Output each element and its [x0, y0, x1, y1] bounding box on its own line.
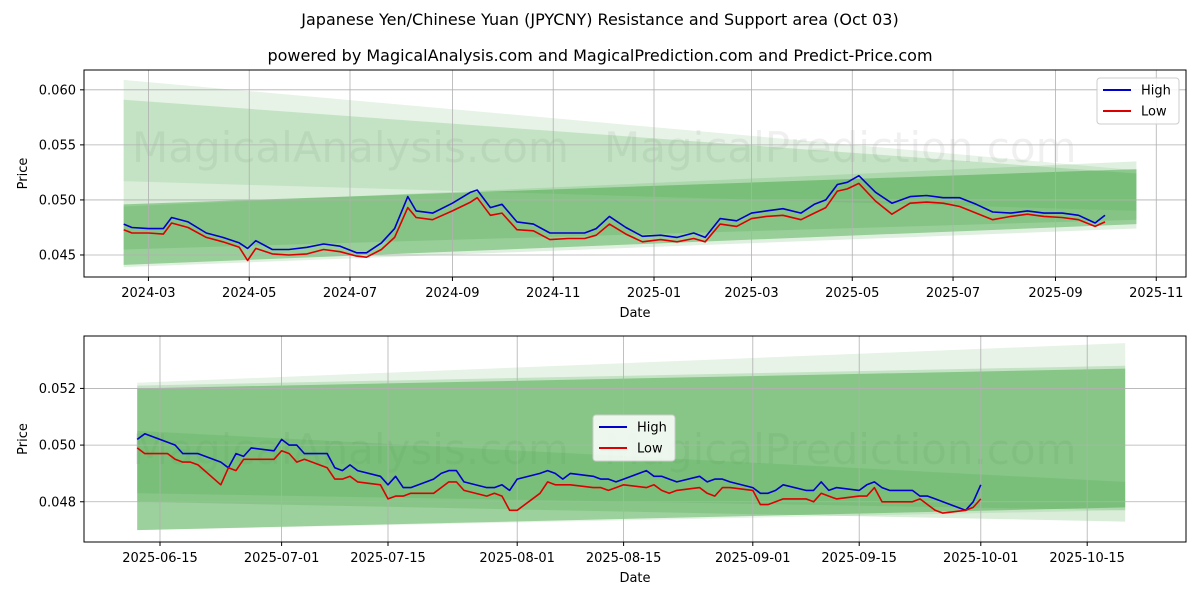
- y-tick-label: 0.045: [39, 248, 76, 263]
- x-tick-label: 2025-08-01: [479, 551, 555, 566]
- series-high-line: [136, 433, 982, 512]
- band-2: [123, 99, 1137, 250]
- x-tick-label: 2025-09-15: [821, 551, 897, 566]
- watermark-prediction: MagicalPrediction.com: [604, 123, 1077, 172]
- x-tick-label: 2025-06-15: [122, 551, 198, 566]
- x-tick-label: 2025-07-01: [244, 551, 320, 566]
- band-4: [123, 161, 1137, 268]
- legend-label-low: Low: [637, 442, 663, 457]
- x-axis-label: Date: [619, 571, 650, 586]
- series-high-line: [123, 174, 1106, 254]
- x-tick-label: 2024-05: [222, 286, 276, 301]
- x-tick-label: 2025-09-01: [715, 551, 791, 566]
- watermark-prediction: MagicalPrediction.com: [604, 425, 1077, 474]
- legend: High Low: [592, 414, 676, 462]
- x-tick-label: 2024-07: [323, 286, 377, 301]
- legend-label-high: High: [637, 421, 667, 436]
- x-tick-label: 2025-10-15: [1049, 551, 1125, 566]
- y-tick-label: 0.060: [39, 83, 76, 98]
- x-tick-label: 2025-05: [825, 286, 879, 301]
- panel-1: MagicalAnalysis.com MagicalPrediction.com…: [16, 69, 1187, 321]
- y-axis-label: Price: [16, 158, 31, 190]
- grid: [84, 70, 1186, 277]
- chart-title: Japanese Yen/Chinese Yuan (JPYCNY) Resis…: [301, 10, 899, 29]
- x-tick-label: 2024-03: [121, 286, 175, 301]
- chart-subtitle: powered by MagicalAnalysis.com and Magic…: [267, 46, 933, 65]
- legend: High Low: [1096, 77, 1180, 125]
- x-tick-label: 2025-09: [1028, 286, 1082, 301]
- x-tick-label: 2025-11: [1129, 286, 1183, 301]
- x-tick-label: 2024-11: [526, 286, 580, 301]
- y-axis-label: Price: [16, 423, 31, 455]
- band-1: [123, 79, 1137, 211]
- y-tick-label: 0.048: [39, 495, 76, 510]
- x-tick-label: 2025-10-01: [943, 551, 1019, 566]
- legend-label-low: Low: [1141, 105, 1167, 120]
- x-tick-label: 2025-07-15: [350, 551, 426, 566]
- watermark-analysis: MagicalAnalysis.com: [132, 123, 569, 172]
- plot-frame: [83, 335, 1187, 543]
- panel-2: MagicalAnalysis.com MagicalPrediction.com…: [16, 335, 1187, 586]
- x-tick-label: 2025-03: [724, 286, 778, 301]
- y-tick-label: 0.055: [39, 138, 76, 153]
- legend-label-high: High: [1141, 84, 1171, 99]
- x-tick-label: 2025-07: [926, 286, 980, 301]
- x-axis-label: Date: [619, 306, 650, 321]
- series-low-line: [123, 182, 1106, 262]
- support-resistance-bands: [123, 79, 1137, 268]
- x-tick-label: 2025-01: [627, 286, 681, 301]
- y-tick-label: 0.050: [39, 439, 76, 454]
- x-tick-label: 2024-09: [425, 286, 479, 301]
- series-low-line: [136, 447, 982, 514]
- plot-frame: [83, 69, 1187, 278]
- x-tick-label: 2025-08-15: [586, 551, 662, 566]
- band-3: [123, 169, 1137, 265]
- y-tick-label: 0.052: [39, 382, 76, 397]
- y-tick-label: 0.050: [39, 193, 76, 208]
